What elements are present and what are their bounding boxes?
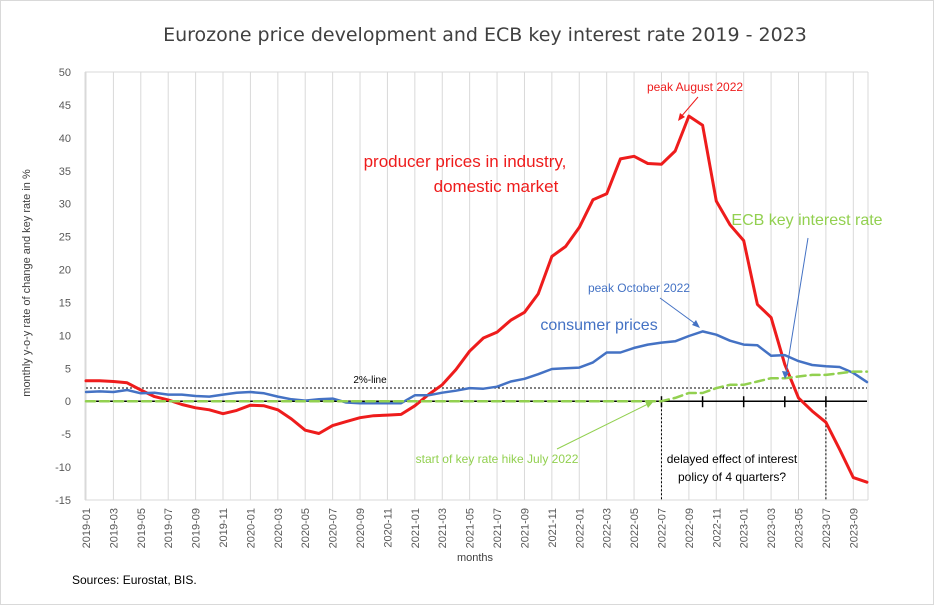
gridlines xyxy=(84,71,869,501)
x-tick-label: 2019-09 xyxy=(191,508,203,548)
x-tick-label: 2021-07 xyxy=(492,508,504,548)
ppi-series-label: producer prices in industry, xyxy=(364,152,567,171)
y-axis-label: monthly y-o-y rate of change and key rat… xyxy=(21,169,33,397)
x-tick-label: 2020-03 xyxy=(273,508,285,548)
chart-title: Eurozone price development and ECB key i… xyxy=(163,24,807,46)
x-tick-label: 2020-09 xyxy=(355,508,367,548)
y-tick-label: -5 xyxy=(61,429,71,441)
ppi-series-label-line2: domestic market xyxy=(434,177,559,196)
ppi-peak-arrow xyxy=(679,96,699,119)
x-tick-label: 2023-01 xyxy=(739,508,751,548)
axes: 2019-01 2019-03 2019-05 2019-07 2019-09 2019-… xyxy=(55,67,867,548)
x-tick-label: 2021-03 xyxy=(437,508,449,548)
y-tick-label: 10 xyxy=(59,330,71,342)
y-tick-label: 5 xyxy=(65,363,71,375)
x-tick-label: 2021-09 xyxy=(519,508,531,548)
y-tick-label: 25 xyxy=(59,232,71,244)
x-tick-label: 2019-03 xyxy=(108,508,120,548)
x-tick-label: 2019-07 xyxy=(163,508,175,548)
y-tick-label: 0 xyxy=(65,396,71,408)
x-tick-label: 2022-11 xyxy=(711,508,723,548)
delay-note-line2: policy of 4 quarters? xyxy=(678,470,786,484)
ppi-peak-label: peak August 2022 xyxy=(647,80,743,94)
cpi-peak-arrow xyxy=(659,297,698,326)
reference-line-label: 2%-line xyxy=(353,375,387,386)
series-group xyxy=(84,114,869,484)
x-tick-label: 2022-07 xyxy=(656,508,668,548)
y-tick-label: 15 xyxy=(59,297,71,309)
y-tick-label: 40 xyxy=(59,133,71,145)
series-line-cpi xyxy=(84,330,869,405)
x-tick-label: 2020-05 xyxy=(300,508,312,548)
x-tick-label: 2020-11 xyxy=(382,508,394,548)
reference-line-group: 2%-line xyxy=(86,375,867,389)
x-tick-label: 2023-09 xyxy=(848,508,860,548)
x-tick-label: 2019-01 xyxy=(81,508,93,548)
x-tick-label: 2023-07 xyxy=(821,508,833,548)
y-tick-label: 45 xyxy=(59,100,71,112)
cpi-series-label: consumer prices xyxy=(540,317,657,334)
ecb-label-arrow xyxy=(785,237,809,375)
hike-start-arrowhead xyxy=(645,401,654,408)
delay-note-line1: delayed effect of interest xyxy=(667,452,798,466)
y-tick-label: 50 xyxy=(59,67,71,79)
x-tick-label: 2020-01 xyxy=(245,508,257,548)
y-tick-label: -10 xyxy=(55,462,71,474)
series-line-ecb xyxy=(84,370,869,403)
x-tick-label: 2023-03 xyxy=(766,508,778,548)
x-tick-label: 2021-11 xyxy=(547,508,559,548)
x-tick-label: 2022-01 xyxy=(574,508,586,548)
source-note: Sources: Eurostat, BIS. xyxy=(72,573,197,587)
x-tick-label: 2022-09 xyxy=(684,508,696,548)
x-tick-label: 2020-07 xyxy=(328,508,340,548)
x-tick-label: 2023-05 xyxy=(793,508,805,548)
y-tick-label: 20 xyxy=(59,265,71,277)
y-tick-label: 35 xyxy=(59,166,71,178)
ecb-series-label: ECB key interest rate xyxy=(731,212,882,229)
cpi-peak-arrowhead xyxy=(692,320,700,328)
x-tick-label: 2019-11 xyxy=(218,508,230,548)
x-tick-label: 2021-05 xyxy=(465,508,477,548)
y-tick-label: 30 xyxy=(59,199,71,211)
y-tick-label: -15 xyxy=(55,495,71,507)
ecb-label-arrowhead xyxy=(782,371,789,379)
x-tick-label: 2019-05 xyxy=(136,508,148,548)
x-tick-label: 2021-01 xyxy=(410,508,422,548)
ppi-peak-arrowhead xyxy=(678,113,685,121)
series-line-ppi xyxy=(84,114,869,484)
cpi-peak-label: peak October 2022 xyxy=(588,281,690,295)
hike-start-arrow xyxy=(556,402,651,450)
annotations-group: producer prices in industry, domestic mar… xyxy=(364,80,883,484)
x-tick-label: 2022-03 xyxy=(602,508,614,548)
x-tick-label: 2022-05 xyxy=(629,508,641,548)
hike-start-label: start of key rate hike July 2022 xyxy=(416,452,579,466)
x-axis-label: months xyxy=(457,552,494,564)
